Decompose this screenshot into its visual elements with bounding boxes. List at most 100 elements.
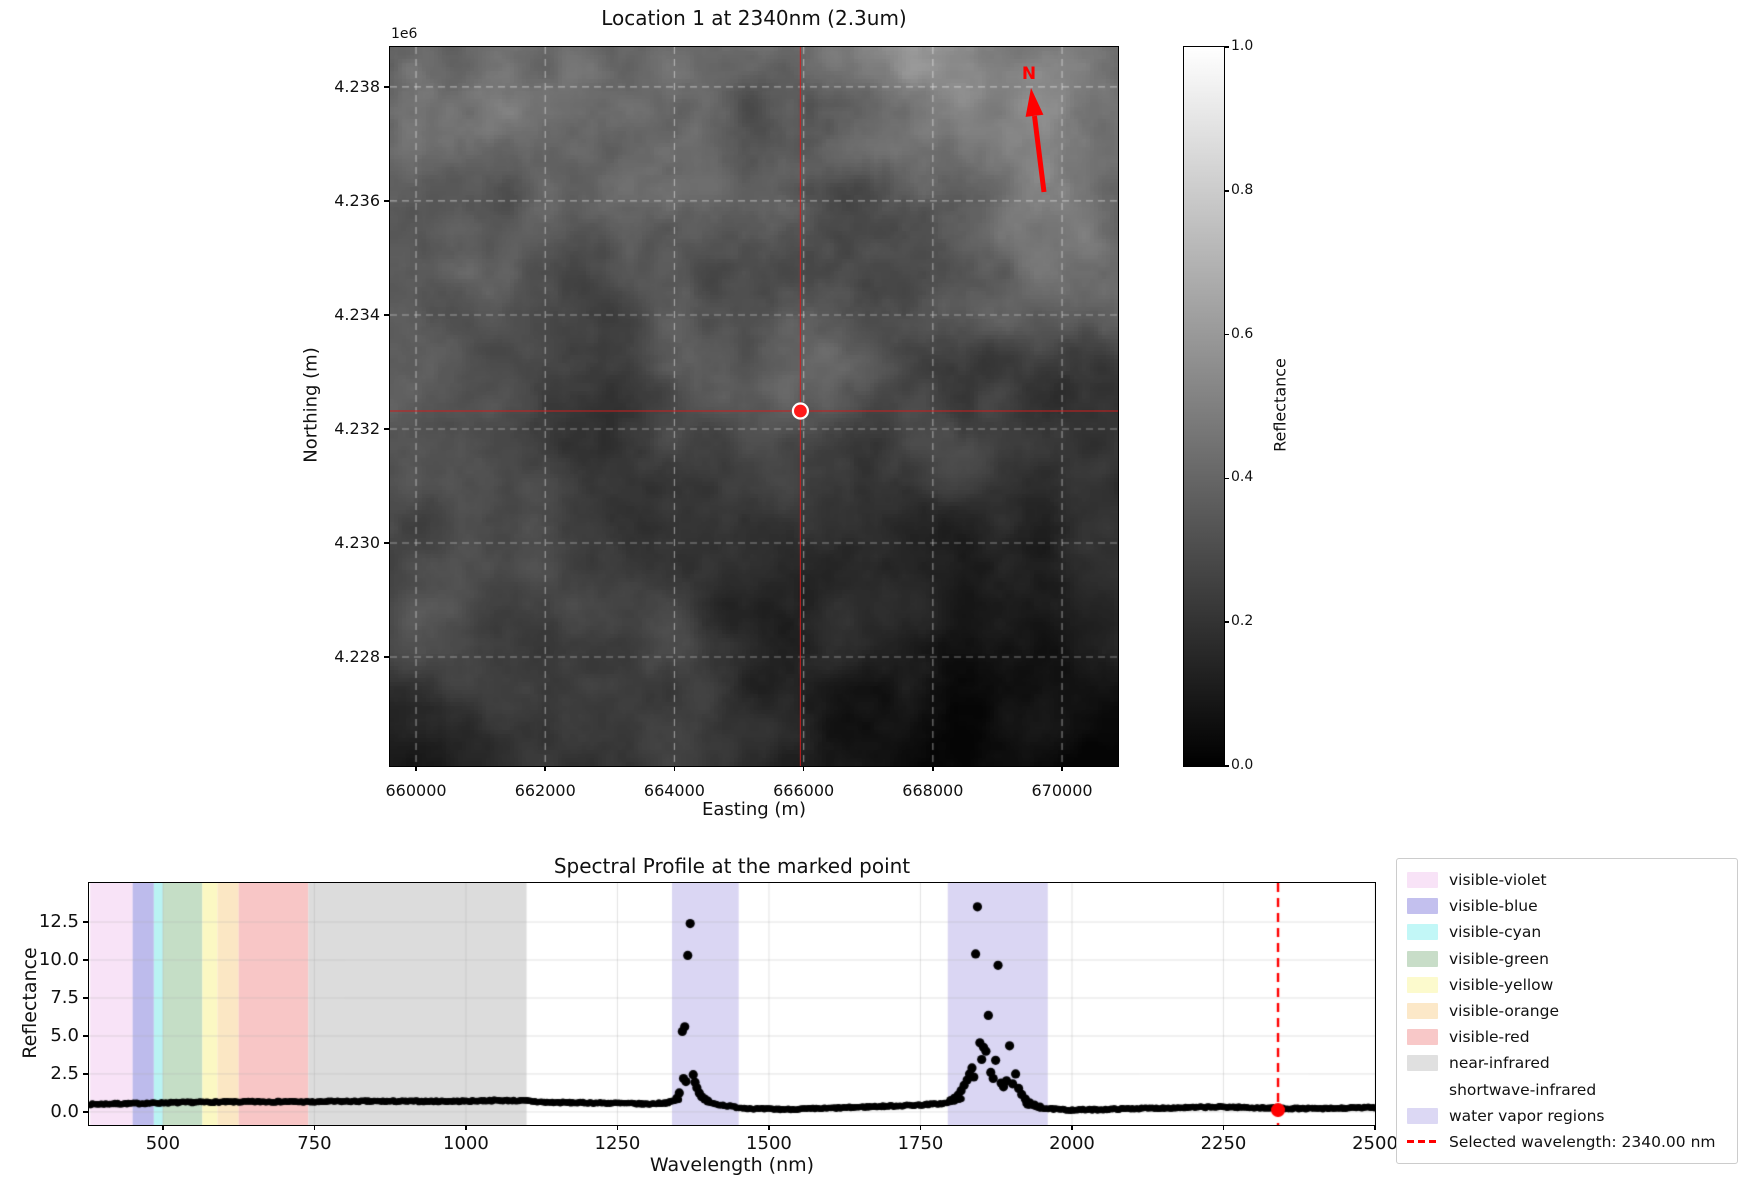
- legend-entry-visible-violet: visible-violet: [1407, 867, 1727, 893]
- legend-label: Selected wavelength: 2340.00 nm: [1449, 1132, 1716, 1151]
- map-title: Location 1 at 2340nm (2.3um): [601, 6, 907, 30]
- easting-tick-label: 664000: [643, 781, 705, 800]
- spectral-profile-chart[interactable]: [89, 883, 1375, 1125]
- reflectance-tick-mark: [83, 921, 88, 923]
- wavelength-tick-label: 750: [297, 1133, 332, 1154]
- colorbar-tick-mark: [1224, 477, 1229, 480]
- legend-color-swatch: [1407, 976, 1438, 993]
- reflectance-tick-label: 2.5: [50, 1062, 79, 1084]
- legend-entry-selected-wavelength-2340-00-nm: Selected wavelength: 2340.00 nm: [1407, 1129, 1727, 1155]
- northing-tick-label: 4.228: [334, 647, 380, 666]
- wavelength-tick-mark: [465, 1125, 467, 1130]
- colorbar-tick-label: 0.4: [1231, 469, 1254, 486]
- wavelength-tick-label: 1750: [897, 1133, 944, 1154]
- legend-color-swatch: [1407, 1055, 1438, 1072]
- wavelength-tick-label: 500: [145, 1133, 181, 1154]
- legend-label: shortwave-infrared: [1449, 1080, 1597, 1099]
- reflectance-tick-mark: [83, 1111, 88, 1113]
- easting-tick-label: 662000: [514, 781, 576, 800]
- satellite-image-plot: N: [389, 46, 1119, 767]
- easting-tick-label: 660000: [385, 781, 447, 800]
- spectral-profile-plot: [88, 882, 1376, 1126]
- easting-axis-label: Easting (m): [702, 799, 806, 820]
- northing-tick-label: 4.234: [334, 304, 380, 324]
- wavelength-axis-label: Wavelength (nm): [649, 1154, 815, 1176]
- wavelength-tick-mark: [919, 1125, 922, 1130]
- colorbar-tick-label: 0.8: [1231, 181, 1254, 198]
- legend-label: near-infrared: [1449, 1054, 1550, 1073]
- wavelength-tick-mark: [313, 1125, 316, 1130]
- legend-label: water vapor regions: [1449, 1106, 1605, 1125]
- colorbar-tick-mark: [1224, 46, 1229, 48]
- legend-color-swatch: [1407, 872, 1438, 889]
- easting-tick-label: 668000: [902, 781, 964, 800]
- wavelength-tick-mark: [1374, 1125, 1376, 1130]
- colorbar-tick-mark: [1224, 190, 1229, 192]
- colorbar-tick-label: 0.0: [1231, 757, 1254, 773]
- colorbar-tick-label: 0.6: [1231, 325, 1254, 342]
- colorbar-tick-mark: [1224, 333, 1229, 336]
- wavelength-tick-mark: [616, 1125, 619, 1130]
- satellite-image[interactable]: [390, 47, 1118, 766]
- easting-tick-mark: [1061, 766, 1063, 771]
- legend-label: visible-red: [1449, 1028, 1530, 1047]
- legend-color-swatch: [1407, 898, 1438, 915]
- wavelength-tick-label: 1500: [746, 1133, 792, 1154]
- northing-tick-mark: [384, 86, 389, 88]
- reflectance-tick-mark: [83, 959, 88, 961]
- easting-tick-mark: [544, 766, 546, 771]
- reflectance-tick-label: 10.0: [38, 949, 79, 971]
- northing-tick-label: 4.232: [334, 418, 380, 438]
- legend-entry-visible-yellow: visible-yellow: [1407, 972, 1727, 998]
- legend-label: visible-green: [1449, 949, 1549, 968]
- legend-entry-visible-green: visible-green: [1407, 946, 1727, 972]
- legend-entry-water-vapor-regions: water vapor regions: [1407, 1103, 1727, 1129]
- y-axis-offset-label: 1e6: [391, 26, 418, 42]
- wavelength-tick-mark: [162, 1125, 164, 1130]
- easting-tick-mark: [932, 766, 934, 771]
- northing-tick-mark: [384, 314, 389, 316]
- northing-tick-mark: [384, 542, 389, 544]
- legend-entry-visible-cyan: visible-cyan: [1407, 919, 1727, 945]
- legend-entry-visible-orange: visible-orange: [1407, 998, 1727, 1024]
- easting-tick-mark: [802, 766, 805, 771]
- easting-tick-mark: [415, 766, 417, 771]
- wavelength-tick-mark: [1222, 1125, 1225, 1130]
- northing-tick-mark: [384, 428, 389, 430]
- reflectance-tick-label: 7.5: [50, 986, 79, 1008]
- wavelength-tick-label: 2500: [1352, 1133, 1398, 1154]
- legend-label: visible-orange: [1449, 1002, 1559, 1021]
- legend-empty-swatch: [1407, 1082, 1438, 1098]
- reflectance-tick-mark: [83, 1035, 88, 1037]
- wavelength-tick-label: 1000: [443, 1133, 489, 1154]
- colorbar-tick-mark: [1224, 621, 1229, 623]
- colorbar-tick-mark: [1224, 765, 1229, 767]
- legend-entry-shortwave-infrared: shortwave-infrared: [1407, 1077, 1727, 1103]
- legend-color-swatch: [1407, 950, 1438, 967]
- colorbar-tick-label: 1.0: [1231, 38, 1254, 54]
- legend-label: visible-yellow: [1449, 975, 1554, 994]
- northing-tick-label: 4.230: [334, 532, 380, 552]
- legend-dashed-line-swatch: [1407, 1140, 1438, 1144]
- reflectance-tick-mark: [83, 997, 88, 999]
- legend-color-swatch: [1407, 1003, 1438, 1020]
- northing-tick-label: 4.236: [334, 190, 380, 210]
- legend-entry-visible-red: visible-red: [1407, 1024, 1727, 1050]
- wavelength-tick-label: 1250: [594, 1133, 641, 1154]
- wavelength-tick-mark: [1071, 1125, 1073, 1130]
- reflectance-tick-mark: [83, 1073, 88, 1075]
- legend-label: visible-violet: [1449, 871, 1547, 890]
- reflectance-tick-label: 5.0: [50, 1024, 79, 1046]
- northing-tick-mark: [384, 200, 389, 202]
- wavelength-tick-label: 2250: [1200, 1133, 1247, 1154]
- legend-entry-visible-blue: visible-blue: [1407, 893, 1727, 919]
- legend-label: visible-cyan: [1449, 923, 1542, 942]
- reflectance-tick-label: 0.0: [50, 1100, 79, 1122]
- reflectance-tick-label: 12.5: [38, 911, 79, 933]
- legend-entry-near-infrared: near-infrared: [1407, 1050, 1727, 1076]
- legend-label: visible-blue: [1449, 897, 1538, 916]
- easting-tick-label: 670000: [1031, 781, 1093, 800]
- colorbar-tick-label: 0.2: [1231, 613, 1254, 630]
- legend-color-swatch: [1407, 1029, 1438, 1046]
- wavelength-tick-label: 2000: [1049, 1133, 1095, 1154]
